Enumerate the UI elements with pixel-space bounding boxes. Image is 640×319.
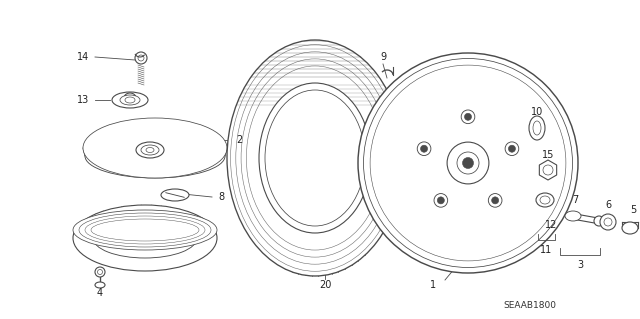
Text: 4: 4 [97,288,103,298]
Polygon shape [485,96,536,146]
Ellipse shape [136,142,164,158]
Ellipse shape [85,216,205,244]
Circle shape [358,53,578,273]
Polygon shape [374,167,444,178]
Ellipse shape [83,118,227,178]
Ellipse shape [540,196,550,204]
Circle shape [465,113,472,120]
Circle shape [447,142,489,184]
Polygon shape [490,174,552,206]
Polygon shape [472,70,483,139]
Circle shape [434,194,447,207]
Text: 10: 10 [531,107,543,117]
Polygon shape [479,184,511,248]
Polygon shape [492,148,561,160]
Text: SEAAB1800: SEAAB1800 [504,300,557,309]
Ellipse shape [565,211,581,221]
Circle shape [604,218,612,226]
Circle shape [461,110,475,124]
Ellipse shape [141,145,159,155]
Ellipse shape [529,116,545,140]
Circle shape [95,267,105,277]
Text: 7: 7 [572,195,578,205]
Ellipse shape [73,205,217,271]
Polygon shape [383,119,447,152]
Text: 1: 1 [430,280,436,290]
Ellipse shape [265,90,365,226]
Text: 14: 14 [77,52,89,62]
Ellipse shape [161,189,189,201]
Text: 2: 2 [236,135,243,145]
Circle shape [492,197,499,204]
Circle shape [505,142,519,156]
Circle shape [457,152,479,174]
Circle shape [138,55,144,61]
Ellipse shape [227,40,403,276]
Text: 3: 3 [577,260,583,270]
Circle shape [437,197,444,204]
Polygon shape [401,180,451,230]
Text: 9: 9 [380,52,386,62]
Polygon shape [452,187,465,256]
Text: 8: 8 [218,192,224,202]
Ellipse shape [259,83,371,233]
Ellipse shape [93,138,217,174]
Circle shape [463,158,474,168]
Ellipse shape [95,282,105,288]
Circle shape [600,214,616,230]
Ellipse shape [146,147,154,152]
Circle shape [594,216,604,226]
Ellipse shape [93,218,197,258]
Text: 5: 5 [630,205,636,215]
Circle shape [417,142,431,156]
Circle shape [508,145,515,152]
Polygon shape [540,160,557,180]
Text: 11: 11 [540,245,552,255]
Polygon shape [570,213,600,224]
Text: 12: 12 [545,220,557,230]
Ellipse shape [120,95,140,105]
Ellipse shape [622,222,638,234]
Ellipse shape [536,193,554,207]
Text: 6: 6 [605,200,611,210]
Circle shape [488,194,502,207]
Polygon shape [424,78,457,142]
Text: 13: 13 [77,95,89,105]
Circle shape [97,270,102,275]
Ellipse shape [79,213,211,247]
Circle shape [135,52,147,64]
Circle shape [543,165,553,175]
Ellipse shape [112,92,148,108]
Circle shape [420,145,428,152]
Text: 20: 20 [319,280,331,290]
Ellipse shape [533,121,541,135]
Text: 15: 15 [542,150,554,160]
Ellipse shape [85,134,225,178]
Ellipse shape [125,97,135,103]
Ellipse shape [73,210,217,250]
Ellipse shape [91,219,199,241]
